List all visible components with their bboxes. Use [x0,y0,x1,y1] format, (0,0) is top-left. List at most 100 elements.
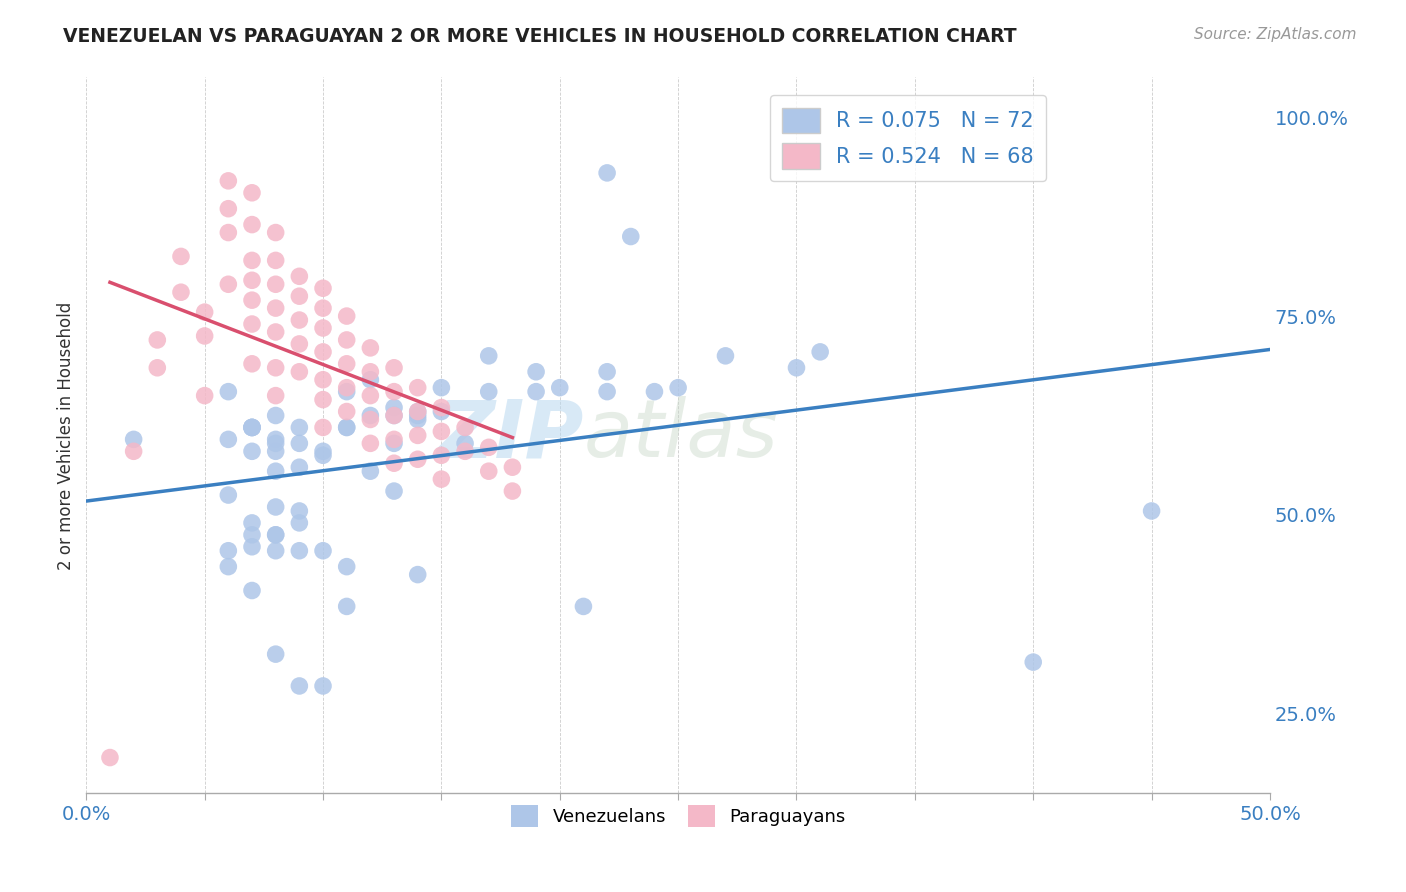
Point [596,365,619,379]
Point [430,472,453,486]
Point [382,409,405,423]
Point [288,436,311,450]
Point [264,528,287,542]
Point [643,384,665,399]
Point [264,301,287,315]
Point [359,412,381,426]
Point [336,420,359,434]
Point [240,583,263,598]
Point [524,365,547,379]
Point [312,281,335,295]
Point [430,401,453,415]
Point [336,357,359,371]
Point [240,273,263,287]
Legend: Venezuelans, Paraguayans: Venezuelans, Paraguayans [503,798,852,834]
Point [359,409,381,423]
Point [666,381,689,395]
Text: atlas: atlas [583,396,778,475]
Point [240,253,263,268]
Text: VENEZUELAN VS PARAGUAYAN 2 OR MORE VEHICLES IN HOUSEHOLD CORRELATION CHART: VENEZUELAN VS PARAGUAYAN 2 OR MORE VEHIC… [63,27,1017,45]
Point [406,428,429,442]
Point [240,293,263,308]
Point [312,420,335,434]
Point [264,226,287,240]
Point [170,249,193,263]
Point [312,344,335,359]
Point [194,329,217,343]
Point [430,425,453,439]
Point [336,559,359,574]
Point [785,360,807,375]
Point [596,384,619,399]
Point [122,433,145,447]
Point [312,392,335,407]
Text: ZIP: ZIP [436,396,583,475]
Point [217,543,239,558]
Point [382,436,405,450]
Point [264,253,287,268]
Y-axis label: 2 or more Vehicles in Household: 2 or more Vehicles in Household [58,301,75,569]
Point [240,420,263,434]
Point [288,289,311,303]
Point [240,540,263,554]
Point [312,444,335,458]
Point [359,373,381,387]
Point [288,460,311,475]
Point [478,440,501,454]
Point [288,543,311,558]
Point [264,277,287,292]
Point [454,444,477,458]
Point [288,337,311,351]
Point [217,384,239,399]
Point [194,305,217,319]
Point [336,384,359,399]
Point [217,174,239,188]
Point [406,404,429,418]
Point [454,436,477,450]
Point [240,420,263,434]
Point [264,444,287,458]
Point [146,333,169,347]
Point [382,484,405,499]
Point [501,484,523,499]
Point [336,420,359,434]
Point [240,528,263,542]
Point [478,464,501,478]
Point [288,420,311,434]
Point [264,464,287,478]
Point [406,567,429,582]
Point [478,349,501,363]
Point [288,516,311,530]
Point [359,389,381,403]
Point [312,543,335,558]
Point [382,360,405,375]
Text: Source: ZipAtlas.com: Source: ZipAtlas.com [1194,27,1357,42]
Point [359,464,381,478]
Point [312,301,335,315]
Point [382,409,405,423]
Point [382,433,405,447]
Point [217,433,239,447]
Point [122,444,145,458]
Point [478,384,501,399]
Point [524,384,547,399]
Point [194,389,217,403]
Point [217,488,239,502]
Point [454,420,477,434]
Point [1140,504,1163,518]
Point [572,599,595,614]
Point [217,226,239,240]
Point [264,528,287,542]
Point [312,448,335,462]
Point [288,504,311,518]
Point [312,321,335,335]
Point [240,357,263,371]
Point [336,333,359,347]
Point [217,202,239,216]
Point [336,599,359,614]
Point [620,229,643,244]
Point [146,360,169,375]
Point [264,436,287,450]
Point [264,647,287,661]
Point [264,543,287,558]
